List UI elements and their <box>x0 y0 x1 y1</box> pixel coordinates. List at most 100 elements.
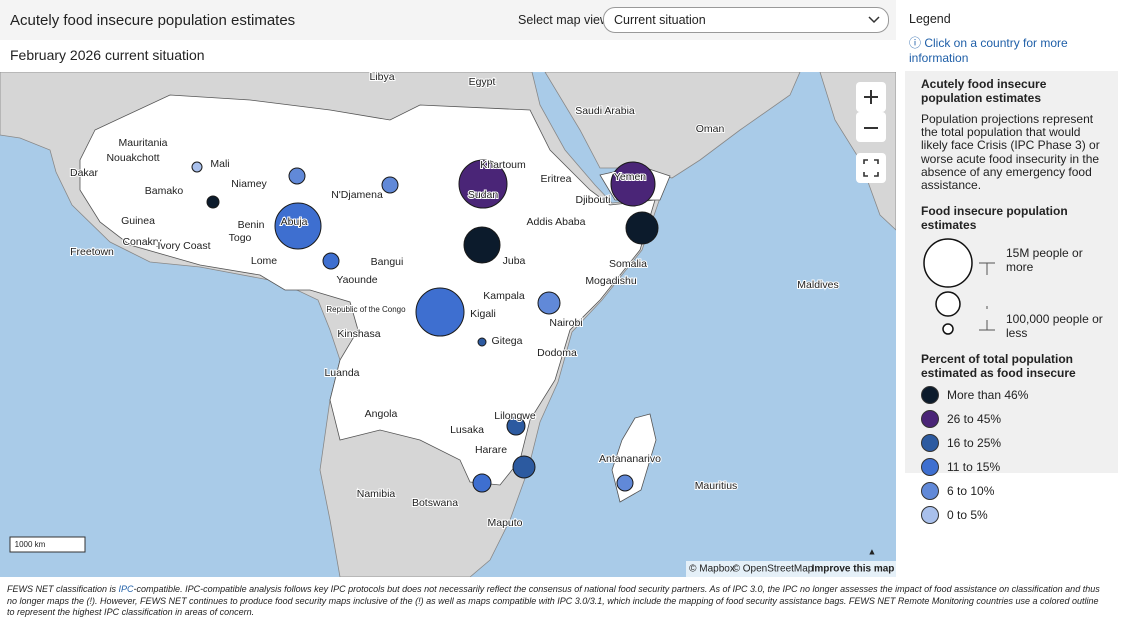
country-bubble[interactable] <box>625 211 659 245</box>
legend-swatch <box>921 482 939 501</box>
select-value: Current situation <box>614 13 706 27</box>
country-bubble[interactable] <box>463 226 501 264</box>
attribution[interactable]: © OpenStreetMap <box>733 564 814 575</box>
legend-label: More than 46% <box>947 388 1029 403</box>
place-label: Conakry <box>122 236 162 248</box>
country-bubble[interactable] <box>472 473 492 493</box>
fullscreen[interactable] <box>856 153 886 183</box>
percent-heading: Percent of total population estimated as… <box>921 352 1076 381</box>
legend-label: 6 to 10% <box>947 484 995 499</box>
place-label: Ivory Coast <box>157 240 210 252</box>
place-label: Oman <box>696 123 725 135</box>
place-label: Luanda <box>324 367 359 379</box>
country-bubble[interactable] <box>537 291 561 315</box>
title: Acutely food insecure population estimat… <box>10 12 296 29</box>
place-label: Mauritania <box>118 137 167 149</box>
ipc-link[interactable]: IPC <box>118 584 134 594</box>
legend-panel: Acutely food insecure population estimat… <box>905 71 1118 525</box>
legend-title: Legend <box>909 12 951 26</box>
zoom-in[interactable] <box>856 82 886 112</box>
legend-item: 11 to 15% <box>921 458 1106 477</box>
legend-label: 11 to 15% <box>947 460 1001 475</box>
country-bubble[interactable] <box>274 202 322 250</box>
legend-heading: Acutely food insecure population estimat… <box>921 77 1047 105</box>
place-label: Bangui <box>371 256 404 268</box>
zoom-out[interactable] <box>856 112 886 142</box>
legend-label: 0 to 5% <box>947 508 988 523</box>
place-label: Kampala <box>483 290 525 302</box>
place-label: Bamako <box>145 185 184 197</box>
place-label: Saudi Arabia <box>575 105 635 117</box>
place-label: Lusaka <box>450 424 484 436</box>
country-bubble[interactable] <box>616 474 634 492</box>
legend-swatch <box>921 410 939 429</box>
place-label: Niamey <box>231 178 267 190</box>
place-label: Somalia <box>609 258 647 270</box>
country-bubble[interactable] <box>506 416 526 436</box>
place-label: Abuja <box>281 216 308 228</box>
country-bubble[interactable] <box>610 161 656 207</box>
legend-item: 0 to 5% <box>921 506 1106 525</box>
place-label: Angola <box>365 408 398 420</box>
chevron <box>868 16 880 24</box>
legend-swatch <box>921 506 939 525</box>
place-label: Nairobi <box>549 317 582 329</box>
place-label: Botswana <box>412 497 458 509</box>
place-label: Republic of the Congo <box>326 305 406 314</box>
map[interactable]: Libya Egypt Saudi Arabia Oman Mauritania Noua… <box>0 72 896 577</box>
arabia <box>544 72 801 179</box>
country-bubble[interactable] <box>381 176 399 194</box>
country-bubble[interactable] <box>191 161 203 173</box>
place-label: Yaounde <box>336 274 377 286</box>
footer-text: -compatible. IPC-compatible analysis fol… <box>7 584 1100 618</box>
place-label: Eritrea <box>541 173 572 185</box>
country-bubble[interactable] <box>415 287 465 337</box>
map-view-select[interactable]: Current situation <box>603 7 889 33</box>
country-bubble[interactable] <box>458 159 508 209</box>
country-bubble[interactable] <box>512 455 536 479</box>
place-label: Namibia <box>357 488 396 500</box>
place-label: Maldives <box>797 279 838 291</box>
place-label: Dodoma <box>537 347 577 359</box>
size-heading: Food insecure population estimates <box>921 204 1068 233</box>
place-label: Mauritius <box>695 480 738 492</box>
legend-item: 26 to 45% <box>921 410 1106 429</box>
country-bubble[interactable] <box>288 167 306 185</box>
place-label: Addis Ababa <box>527 216 586 228</box>
info-text: Click on a country for more information <box>909 36 1068 65</box>
place-label: Kigali <box>470 308 496 320</box>
legend-item: 16 to 25% <box>921 434 1106 453</box>
place-label: Dakar <box>70 167 99 179</box>
attribution-bg <box>686 561 896 577</box>
info-link[interactable]: ⓘ Click on a country for more informatio… <box>909 36 1068 65</box>
place-label: N'Djamena <box>331 189 383 201</box>
place-label: Djibouti <box>575 194 610 206</box>
improve-map-link[interactable]: Improve this map <box>812 564 895 575</box>
place-label: Maputo <box>487 517 522 529</box>
legend-item: 6 to 10% <box>921 482 1106 501</box>
place-label: Mali <box>210 158 229 170</box>
subtitle: February 2026 current situation <box>10 47 205 63</box>
place-label: Antananarivo <box>599 453 661 465</box>
country-bubble[interactable] <box>477 337 487 347</box>
place-label: Nouakchott <box>106 152 159 164</box>
scale-label: 1000 km <box>15 540 46 549</box>
place-label: Egypt <box>469 76 496 88</box>
country-bubble[interactable] <box>322 252 340 270</box>
place-label: Guinea <box>121 215 155 227</box>
footer-note: FEWS NET classification is IPC-compatibl… <box>7 584 1102 619</box>
legend-label: 16 to 25% <box>947 436 1002 451</box>
place-label: Freetown <box>70 246 114 258</box>
attribution[interactable]: © Mapbox <box>689 564 735 575</box>
country-bubble[interactable] <box>206 195 220 209</box>
size-legend: 15M people or more 100,000 people or les… <box>921 232 1106 350</box>
place-label: Gitega <box>492 335 523 347</box>
legend-swatch <box>921 434 939 453</box>
scale-bar <box>9 536 86 553</box>
select-label: Select map view <box>518 13 610 27</box>
size-max: 15M people or more <box>1006 246 1083 275</box>
place-label: Juba <box>503 255 526 267</box>
place-label: Lilongwe <box>494 410 536 422</box>
place-label: Harare <box>475 444 507 456</box>
